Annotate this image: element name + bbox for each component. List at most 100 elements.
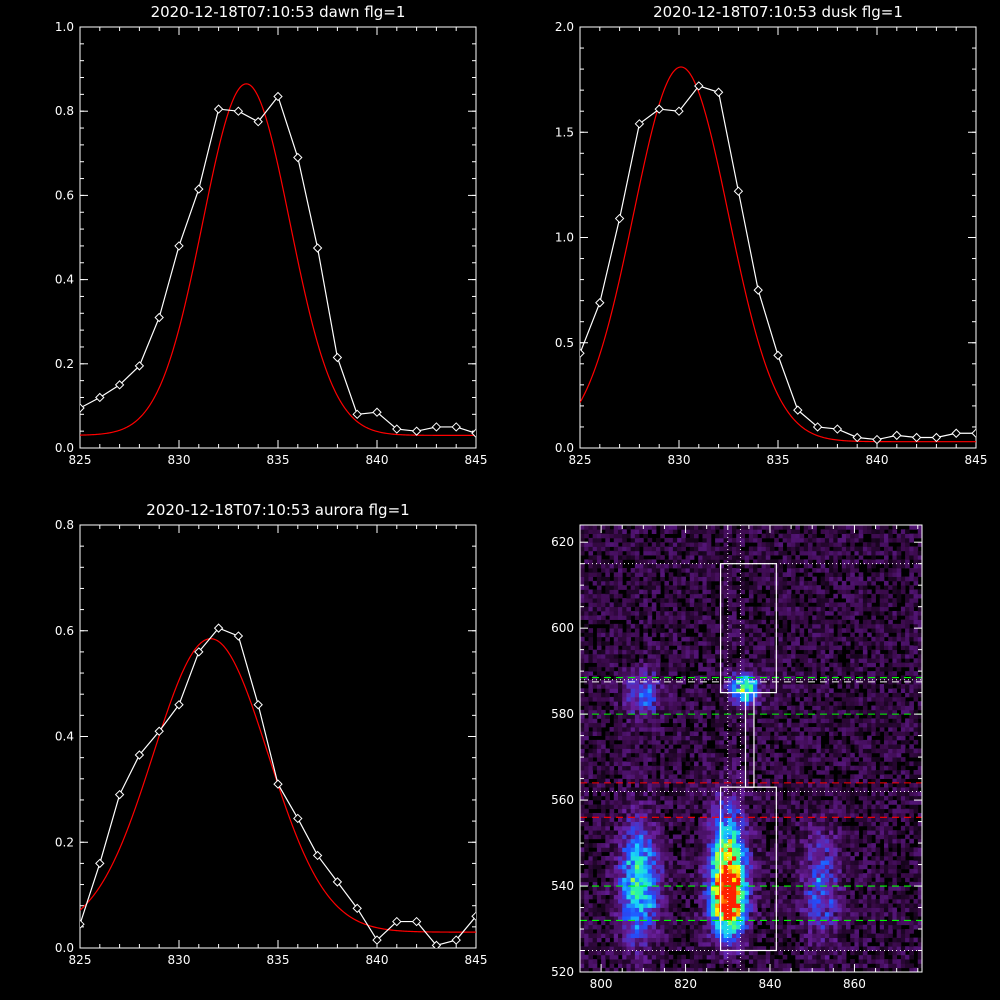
heatmap-cell [753,684,758,689]
heatmap-cell [685,782,691,788]
heatmap-cell [778,636,784,642]
heatmap-cell [672,963,678,969]
heatmap-cell [639,739,644,745]
heatmap-cell [630,688,636,694]
heatmap-cell [639,748,644,754]
heatmap-cell [765,817,771,822]
heatmap-cell [710,602,716,608]
heatmap-cell [647,924,653,930]
heatmap-cell [685,877,691,883]
heatmap-cell [643,834,648,840]
heatmap-cell [702,791,708,797]
heatmap-cell [601,834,606,840]
heatmap-cell [584,653,589,659]
heatmap-cell [668,937,674,943]
heatmap-cell [698,881,703,887]
heatmap-cell [689,834,695,840]
heatmap-cell [727,589,733,595]
heatmap-cell [656,808,661,814]
heatmap-cell [744,701,750,706]
heatmap-cell [626,550,632,556]
heatmap-cell [605,731,610,737]
heatmap-cell [677,645,682,651]
heatmap-cell [782,834,788,840]
heatmap-cell [588,769,594,775]
heatmap-cell [791,903,796,908]
y-tick-label: 0.2 [55,835,74,849]
heatmap-cell [761,765,767,771]
heatmap-cell [634,877,640,883]
heatmap-cell [643,735,648,741]
heatmap-cell [689,602,695,608]
heatmap-cell [770,550,775,556]
heatmap-cell [753,821,758,827]
heatmap-cell [656,589,661,595]
heatmap-cell [592,533,598,539]
heatmap-cell [715,649,720,655]
heatmap-cell [592,851,598,857]
heatmap-cell [643,567,648,573]
heatmap-cell [715,692,720,698]
heatmap-cell [710,782,716,788]
heatmap-cell [664,787,670,792]
heatmap-cell [719,787,724,792]
heatmap-cell [639,580,644,586]
heatmap-cell [639,894,644,900]
heatmap-cell [774,559,779,565]
heatmap-cell [778,714,784,719]
heatmap-cell [596,619,602,625]
heatmap-cell [622,615,627,620]
data-point [392,424,402,434]
data-point [471,911,476,921]
heatmap-cell [681,653,686,659]
heatmap-cell [647,838,653,844]
heatmap-cell [605,658,610,663]
heatmap-cell [664,701,670,706]
heatmap-cell [710,920,716,926]
heatmap-cell [740,576,746,582]
heatmap-cell [634,585,640,590]
heatmap-cell [795,800,800,805]
heatmap-cell [732,800,737,805]
heatmap-cell [601,692,606,698]
heatmap-cell [605,537,610,543]
heatmap-cell [732,898,737,904]
heatmap-cell [786,610,792,616]
heatmap-cell [668,804,674,810]
heatmap-cell [782,838,788,844]
heatmap-cell [609,658,615,663]
heatmap-cell [668,843,674,848]
heatmap-cell [647,675,653,681]
heatmap-cell [702,774,708,779]
heatmap-cell [740,619,746,625]
heatmap-cell [744,537,750,543]
heatmap-cell [698,666,703,672]
heatmap-cell [744,864,750,870]
heatmap-cell [672,684,678,689]
heatmap-cell [719,585,724,590]
heatmap-cell [634,795,640,801]
heatmap-cell [677,782,682,788]
heatmap-cell [580,851,585,857]
heatmap-cell [753,735,758,741]
heatmap-cell [677,804,682,810]
heatmap-cell [740,924,746,930]
heatmap-cell [677,907,682,913]
heatmap-cell [634,821,640,827]
heatmap-cell [639,898,644,904]
heatmap-cell [694,735,699,741]
heatmap-cell [719,533,724,539]
heatmap-cell [601,757,606,762]
heatmap-cell [761,916,767,921]
heatmap-cell [588,924,594,930]
heatmap-cell [618,851,623,857]
heatmap-cell [613,653,619,659]
heatmap-cell [732,628,737,633]
heatmap-cell [791,834,796,840]
heatmap-cell [643,550,648,556]
heatmap-cell [584,838,589,844]
heatmap-cell [622,834,627,840]
heatmap-cell [732,709,737,715]
heatmap-cell [601,602,606,608]
heatmap-cell [689,911,695,917]
